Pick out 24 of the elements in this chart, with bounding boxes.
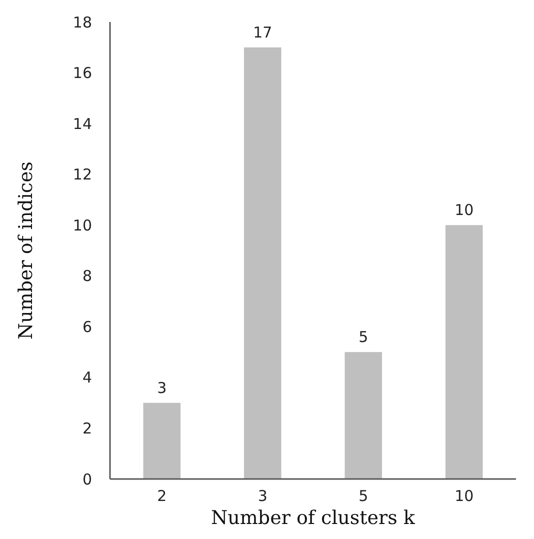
y-tick-label: 0 [82,470,92,488]
y-tick-label: 6 [82,318,92,336]
bar [344,352,382,479]
x-tick-label: 5 [358,487,368,505]
y-tick-label: 18 [72,13,92,32]
y-tick-label: 2 [82,419,92,438]
data-label: 5 [358,328,368,346]
data-label: 17 [253,23,272,42]
y-axis-title: Number of indices [15,161,37,340]
y-tick-label: 8 [82,267,92,286]
y-tick-label: 12 [72,166,92,184]
data-label: 3 [157,378,167,397]
x-tick-label: 10 [454,487,474,505]
y-tick-label: 10 [72,216,92,234]
y-tick-label: 14 [72,114,92,133]
x-tick-label: 2 [157,487,167,505]
x-axis-title: Number of clusters k [211,507,416,529]
data-label: 10 [454,201,474,220]
x-tick-label: 3 [258,487,268,505]
bar [143,402,181,479]
y-tick-label: 4 [82,368,92,387]
bar [244,47,282,479]
y-tick-label: 16 [72,64,92,82]
bar [445,225,483,479]
